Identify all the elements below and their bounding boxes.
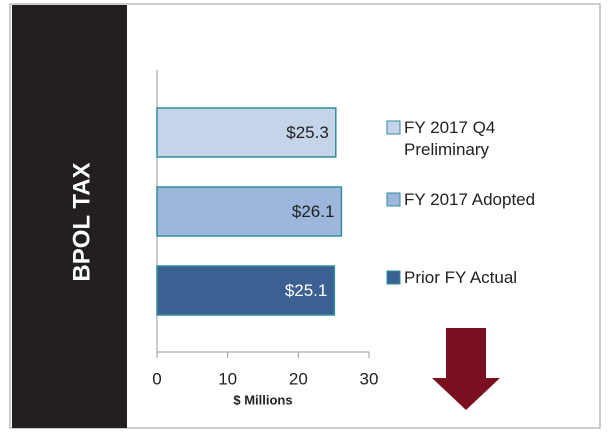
bar (156, 107, 337, 158)
frame (9, 3, 601, 429)
down-arrow (432, 328, 500, 410)
legend-label: FY 2017 Adopted (404, 190, 536, 209)
legend-swatch (386, 270, 401, 285)
value-label: $25.1 (285, 281, 328, 300)
legend-swatch (386, 120, 401, 135)
bar (156, 265, 336, 316)
x-tick-label: 0 (152, 369, 161, 388)
side-band (12, 5, 127, 428)
bar (156, 186, 343, 237)
x-axis-label: $ Millions (233, 392, 292, 407)
x-tick-label: 20 (289, 369, 308, 388)
value-label: $25.3 (286, 123, 329, 142)
legend-swatch (386, 192, 401, 207)
value-label: $26.1 (292, 202, 335, 221)
legend-label: Prior FY Actual (404, 268, 518, 287)
legend-label: FY 2017 Q4 Preliminary (404, 118, 496, 159)
x-tick-label: 30 (360, 369, 379, 388)
x-tick-label: 10 (218, 369, 237, 388)
side-label: BPOL TAX (68, 162, 95, 281)
